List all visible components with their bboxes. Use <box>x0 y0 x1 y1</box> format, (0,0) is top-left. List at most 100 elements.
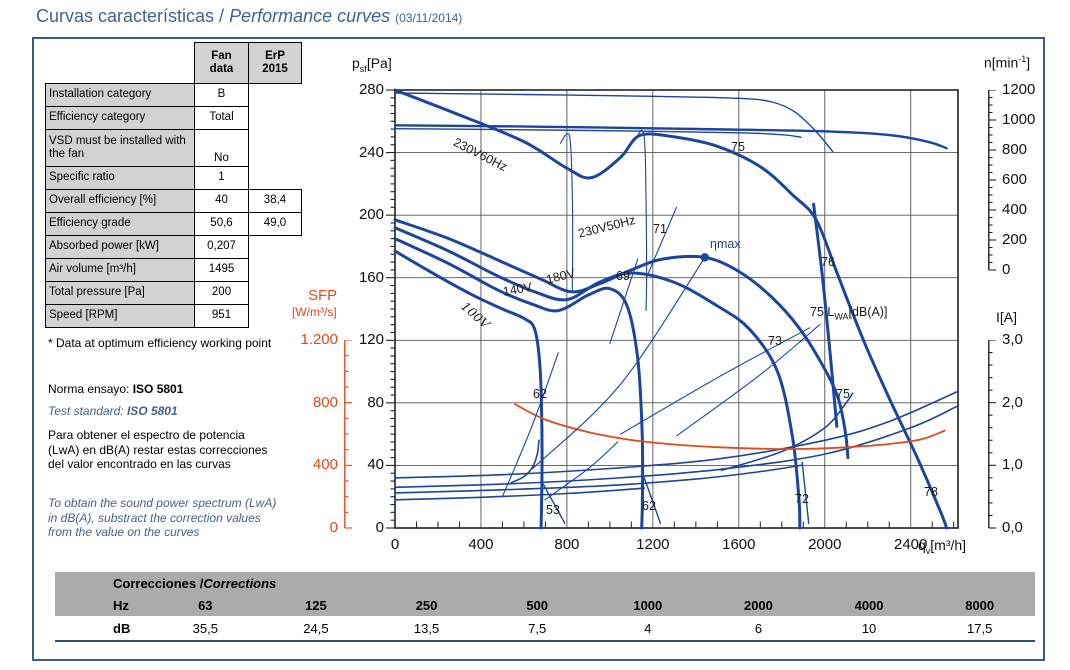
current-tick-label: 0,0 <box>1002 519 1023 536</box>
fan-table-erp-cell <box>249 259 302 282</box>
corrections-db-label: dB <box>113 620 131 636</box>
title-english: Performance curves <box>229 6 391 26</box>
fan-table-value-cell: 951 <box>194 304 249 328</box>
fan-table-label-cell: Absorbed power [kW] <box>45 235 195 259</box>
fan-table-label-cell: Overall efficiency [%] <box>45 189 195 213</box>
fan-table-row: Air volume [m³/h] 1495 <box>45 258 302 282</box>
curve-current-100v-hook <box>510 439 540 484</box>
note-spanish-para: Para obtener el espectro de potencia (Lw… <box>48 428 268 472</box>
performance-chart: ηmax 230V60Hz 230V50Hz 180V 140V 100V 75 71 76 69… <box>393 88 959 530</box>
pressure-tick-label: 80 <box>367 393 384 411</box>
title-spanish: Curvas características / <box>36 6 230 26</box>
curve-lwa-69-line <box>609 258 639 344</box>
curve-100v-pressure <box>393 249 544 530</box>
corrections-hz-value: 500 <box>526 597 549 613</box>
corrections-db-value: 35,5 <box>192 620 218 636</box>
curve-current-3 <box>394 464 802 494</box>
chart-plot-svg <box>393 88 959 530</box>
fan-table-erp-cell <box>249 130 302 167</box>
fan-table-col-header: Fan data <box>194 42 249 84</box>
curve-lwa-62b-line <box>643 477 662 524</box>
corrections-db-value: 7,5 <box>528 620 547 636</box>
current-tick-label: 3,0 <box>1002 331 1023 348</box>
speed-tick-label: 0 <box>1002 261 1011 278</box>
curve-current-5 <box>720 392 854 472</box>
curve-lwa-76-contour <box>812 202 839 428</box>
fan-table-label-cell: Speed [RPM] <box>45 304 195 328</box>
fan-table-value-cell: 1 <box>194 166 249 190</box>
sfp-tick-label: 400 <box>312 456 338 474</box>
fan-table-label-cell: Air volume [m³/h] <box>45 258 195 282</box>
current-axis-title: I[A] <box>996 309 1018 325</box>
curve-label-69: 69 <box>616 269 630 283</box>
corrections-hz-value: 8000 <box>965 597 995 613</box>
fan-table-erp-cell: 49,0 <box>248 212 302 236</box>
sfp-tick-label: 1.200 <box>300 331 338 348</box>
flow-tick-label: 2400 <box>894 536 928 553</box>
flow-tick-label: 400 <box>468 536 494 553</box>
sfp-axis-unit: [W/m³/s] <box>292 305 337 319</box>
speed-tick-label: 1200 <box>1002 81 1036 98</box>
page-title: Curvas características / Performance cur… <box>36 6 462 27</box>
curve-label-78: 78 <box>924 485 938 499</box>
corrections-hz-value: 4000 <box>854 597 884 613</box>
curve-180v-pressure <box>393 226 802 530</box>
fan-table-erp-cell <box>249 236 302 259</box>
corrections-db-value: 17,5 <box>967 620 993 636</box>
current-tick-label: 1,0 <box>1002 456 1023 474</box>
norma-value: ISO 5801 <box>132 382 184 396</box>
fan-table-row: VSD must be installed with the fan No <box>45 129 302 167</box>
flow-tick-label: 2000 <box>808 536 842 553</box>
eta-max-point <box>700 253 710 262</box>
curve-lwa-73-line <box>620 327 811 435</box>
fan-table-header-row: Fan data ErP 2015 <box>46 42 302 84</box>
note-norma: Norma ensayo: ISO 5801 <box>48 382 288 397</box>
note-english-para: To obtain the sound power spectrum (LwA)… <box>48 496 277 540</box>
fan-table-row: Efficiency category Total <box>45 106 302 130</box>
fan-table-erp-cell <box>249 167 302 190</box>
fan-table-value-cell: 1495 <box>194 258 249 282</box>
pressure-tick-label: 40 <box>367 456 384 474</box>
curve-stall-drop-2 <box>636 129 648 312</box>
fan-table-value-cell: Total <box>194 106 249 130</box>
title-date: (03/11/2014) <box>395 11 463 25</box>
flow-tick-label: 1200 <box>636 536 670 553</box>
current-tick-label: 2,0 <box>1002 393 1023 411</box>
curve-lwa-53-line <box>542 483 566 524</box>
curve-label-72: 72 <box>795 492 809 506</box>
lwa-curve-label: 75 LWA[dB(A)] <box>810 305 888 322</box>
curve-label-62: 62 <box>533 387 547 401</box>
curve-lwa-71-line <box>645 206 678 279</box>
curve-label-75: 75 <box>836 387 850 401</box>
curve-stall-drop-1 <box>559 133 574 291</box>
curve-speed-50hz <box>394 127 802 138</box>
sfp-tick-label: 800 <box>312 393 338 411</box>
flow-tick-label: 1600 <box>722 536 756 553</box>
curve-lwa-72-line <box>801 461 810 524</box>
fan-table-erp-cell <box>249 84 302 107</box>
sfp-axis-title: SFP <box>308 287 338 304</box>
fan-table-row: Efficiency grade 50,6 49,0 <box>45 212 302 236</box>
corrections-title-en: Corrections <box>203 575 277 591</box>
corrections-hz-value: 250 <box>415 597 438 613</box>
sfp-tick-label: 0 <box>329 519 338 536</box>
fan-table-blank-cell <box>46 43 195 84</box>
fan-table-erp-cell <box>249 282 302 305</box>
curve-label-76: 76 <box>821 255 835 269</box>
curve-label-53: 53 <box>546 503 560 517</box>
sfp-axis-ticks <box>344 340 352 529</box>
fan-table-row: Overall efficiency [%] 40 38,4 <box>45 189 302 213</box>
fan-table-row: Total pressure [Pa] 200 <box>45 281 302 305</box>
curve-speed-main <box>393 124 948 150</box>
curve-aux-line <box>544 441 619 501</box>
fan-table-label-cell: Specific ratio <box>45 166 195 190</box>
fan-table-row: Specific ratio 1 <box>45 166 302 190</box>
corrections-hz-value: 2000 <box>743 597 773 613</box>
note-test-standard: Test standard: ISO 5801 <box>48 404 288 419</box>
pressure-tick-label: 280 <box>358 81 384 98</box>
note-optimum: * Data at optimum efficiency working poi… <box>48 336 272 350</box>
curve-lwa-75-line <box>676 324 821 437</box>
curve-lwa-62-line <box>501 352 559 498</box>
curve-current-4 <box>394 487 646 501</box>
